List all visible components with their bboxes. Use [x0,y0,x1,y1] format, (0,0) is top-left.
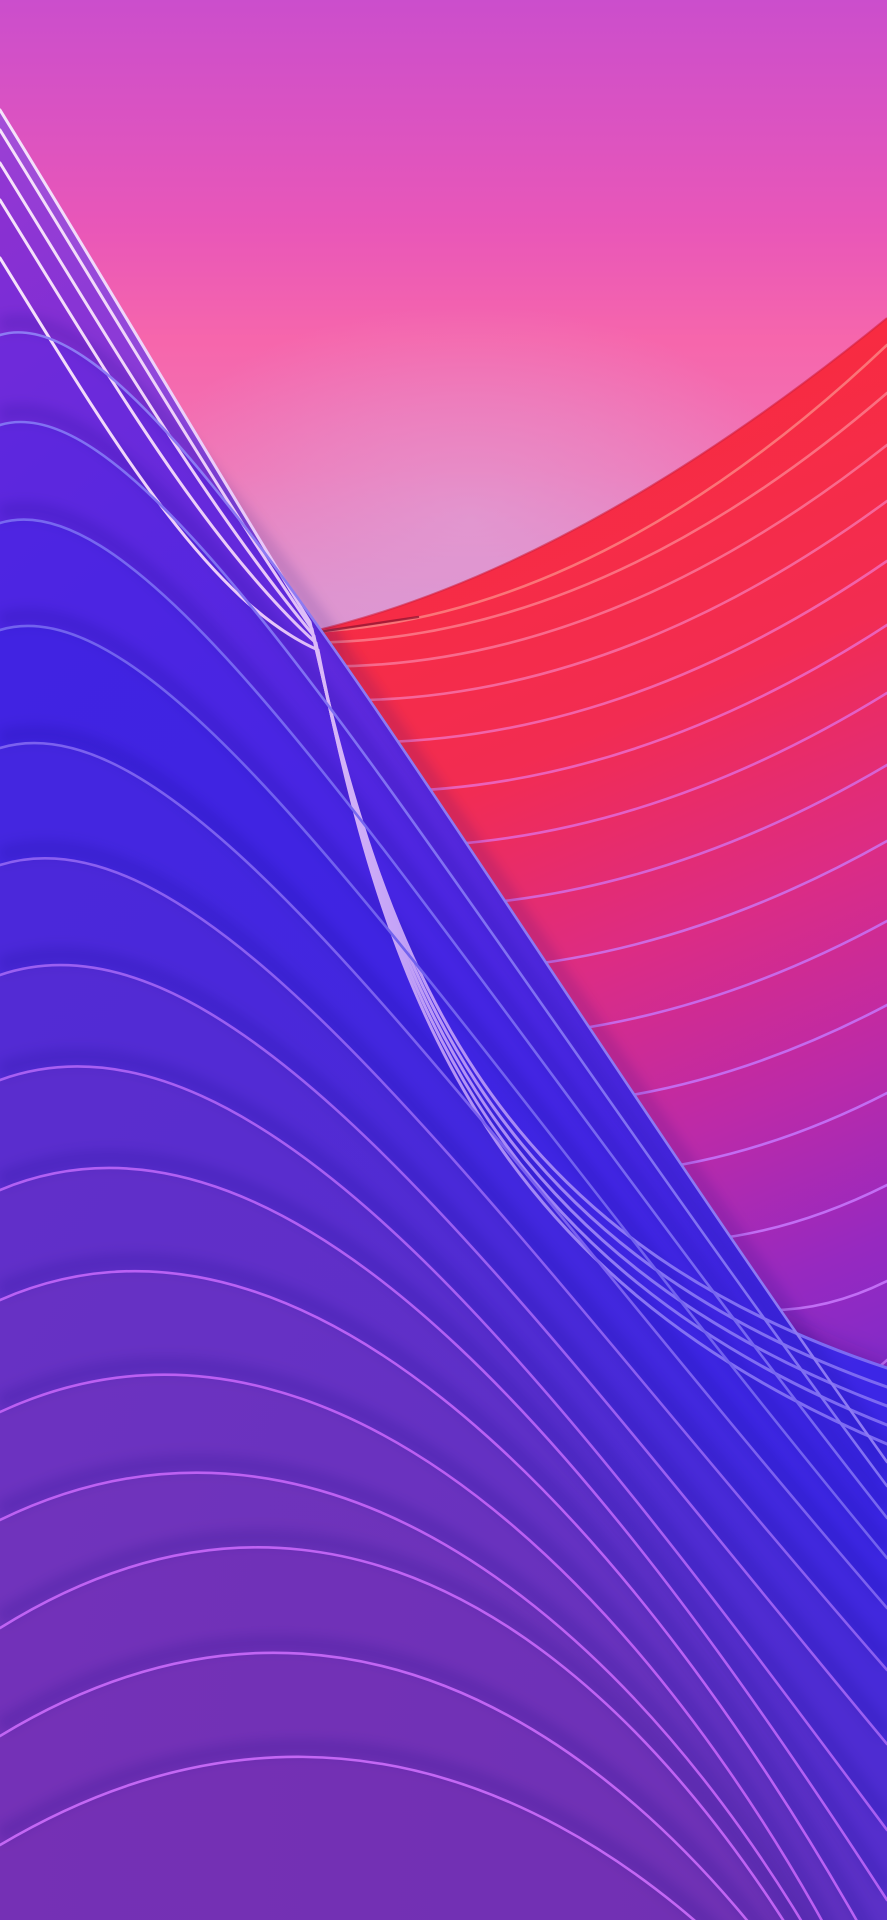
wave-sheet-shadow [0,947,887,1740]
hill-stripe-line [308,343,887,634]
wave-sheet-shadow [0,1529,799,1920]
wave-sheet-shadow [0,1356,836,1920]
wave-sheet-shadow [0,1454,817,1920]
hill-stripe-line [316,443,887,668]
wave-separator-line [0,331,887,1464]
hill-stripe-line [311,391,887,644]
wave-sheet-shadow [0,314,887,1457]
wave-separator-line [0,1373,823,1920]
wave-separator-line [0,741,887,1610]
hill-top-edge-line [309,317,887,633]
wave-sheet-shadow [0,840,887,1666]
wave-separator-line [0,1166,887,1902]
hill-stripe-line [335,559,887,744]
wave-separator-line [0,1269,858,1920]
wave-sheet-shadow [0,725,887,1604]
wave-sheet-shadow [0,1048,887,1825]
wave-separator-line [0,1471,803,1920]
wave-sheet-shadow [0,501,887,1513]
wave-sheet-shadow [0,1634,766,1920]
wave-sheet-shadow [0,1739,718,1920]
wave-edge-highlight-line [0,256,887,1446]
wave-sheet-shadow [0,404,887,1481]
wave-sheets-layer [0,108,887,1920]
wave-separator-line [0,857,887,1672]
wave-separator-line [0,1065,887,1832]
wave-separator-line [0,1546,785,1920]
hill-stripe-line [324,499,887,702]
wave-separator-line [0,624,887,1560]
wave-separator-line [0,1755,696,1920]
wave-separator-line [0,1651,749,1920]
wave-separator-line [0,518,887,1520]
wave-separator-line [0,963,887,1746]
wave-sheet-shadow [0,1150,887,1895]
wave-sheet-shadow [0,607,887,1554]
wave-sheet-shadow [0,1253,872,1920]
wave-separator-line [0,420,887,1488]
wave-band [0,1757,887,1920]
